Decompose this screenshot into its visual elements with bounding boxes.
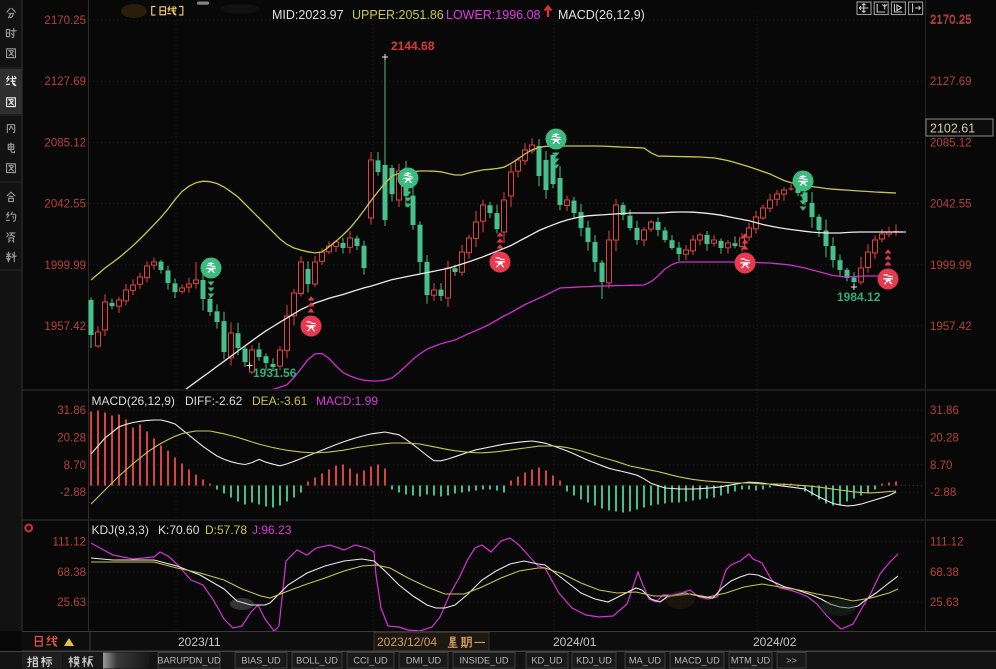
svg-text:111.12: 111.12 [53, 537, 86, 549]
svg-text:2024/02: 2024/02 [753, 635, 797, 649]
svg-text:2023/11: 2023/11 [178, 635, 221, 649]
svg-text:8.70: 8.70 [64, 460, 86, 472]
svg-text:2023/12/04: 2023/12/04 [377, 635, 437, 649]
svg-text:-2.88: -2.88 [930, 487, 956, 499]
svg-text:MACD:1.99: MACD:1.99 [316, 394, 378, 408]
svg-text:1984.12: 1984.12 [837, 290, 881, 304]
svg-text:KDJ_UD: KDJ_UD [576, 656, 612, 666]
svg-text:2144.68: 2144.68 [391, 39, 435, 53]
svg-text:2024/01: 2024/01 [553, 635, 597, 649]
svg-text:DEA:-3.61: DEA:-3.61 [252, 394, 308, 408]
svg-text:2085.12: 2085.12 [930, 137, 972, 149]
svg-text:31.86: 31.86 [57, 405, 86, 417]
svg-text:111.12: 111.12 [930, 537, 963, 549]
svg-text:BIAS_UD: BIAS_UD [241, 656, 281, 666]
svg-text:MACD(26,12,9): MACD(26,12,9) [92, 394, 175, 408]
svg-text:31.86: 31.86 [930, 405, 959, 417]
svg-text:MACD(26,12,9): MACD(26,12,9) [558, 8, 645, 22]
svg-text:8.70: 8.70 [930, 460, 952, 472]
svg-text:DIFF:-2.62: DIFF:-2.62 [185, 394, 243, 408]
svg-text:MTM_UD: MTM_UD [731, 656, 771, 666]
svg-text:KD_UD: KD_UD [531, 656, 563, 666]
svg-text:2127.69: 2127.69 [44, 76, 86, 88]
svg-text:20.28: 20.28 [930, 432, 959, 444]
svg-text:2170.25: 2170.25 [930, 14, 972, 26]
svg-text:CCI_UD: CCI_UD [353, 656, 388, 666]
svg-text:INSIDE_UD: INSIDE_UD [459, 656, 508, 666]
svg-text:MACD_UD: MACD_UD [674, 656, 720, 666]
svg-text:2042.55: 2042.55 [44, 199, 86, 211]
svg-text:-2.88: -2.88 [60, 487, 86, 499]
svg-text:K:70.60: K:70.60 [158, 523, 200, 537]
svg-text:1957.42: 1957.42 [930, 321, 972, 333]
svg-text:2170.25: 2170.25 [930, 15, 972, 27]
svg-text:MID:2023.97: MID:2023.97 [272, 8, 344, 22]
svg-text:1957.42: 1957.42 [44, 321, 86, 333]
svg-text:25.63: 25.63 [930, 597, 959, 609]
svg-text:DMI_UD: DMI_UD [406, 656, 442, 666]
svg-text:2170.25: 2170.25 [44, 15, 86, 27]
svg-text:25.63: 25.63 [57, 597, 86, 609]
svg-text:68.38: 68.38 [57, 567, 86, 579]
svg-text:MA_UD: MA_UD [629, 656, 662, 666]
svg-text:1931.56: 1931.56 [253, 366, 297, 380]
svg-text:68.38: 68.38 [930, 567, 959, 579]
svg-text:BARUPDN_UD: BARUPDN_UD [157, 656, 221, 666]
svg-text:D:57.78: D:57.78 [205, 523, 247, 537]
svg-text:20.28: 20.28 [57, 432, 86, 444]
svg-text:2042.55: 2042.55 [930, 199, 972, 211]
svg-text:2102.61: 2102.61 [930, 122, 975, 136]
svg-text:BOLL_UD: BOLL_UD [296, 656, 338, 666]
svg-text:>>: >> [786, 656, 797, 666]
svg-text:2085.12: 2085.12 [44, 137, 86, 149]
svg-text:KDJ(9,3,3): KDJ(9,3,3) [92, 523, 149, 537]
svg-text:1999.99: 1999.99 [930, 260, 972, 272]
svg-text:1999.99: 1999.99 [44, 260, 86, 272]
svg-text:J:96.23: J:96.23 [252, 523, 292, 537]
svg-text:2127.69: 2127.69 [930, 76, 972, 88]
svg-text:UPPER:2051.86: UPPER:2051.86 [352, 8, 444, 22]
svg-text:LOWER:1996.08: LOWER:1996.08 [446, 8, 541, 22]
